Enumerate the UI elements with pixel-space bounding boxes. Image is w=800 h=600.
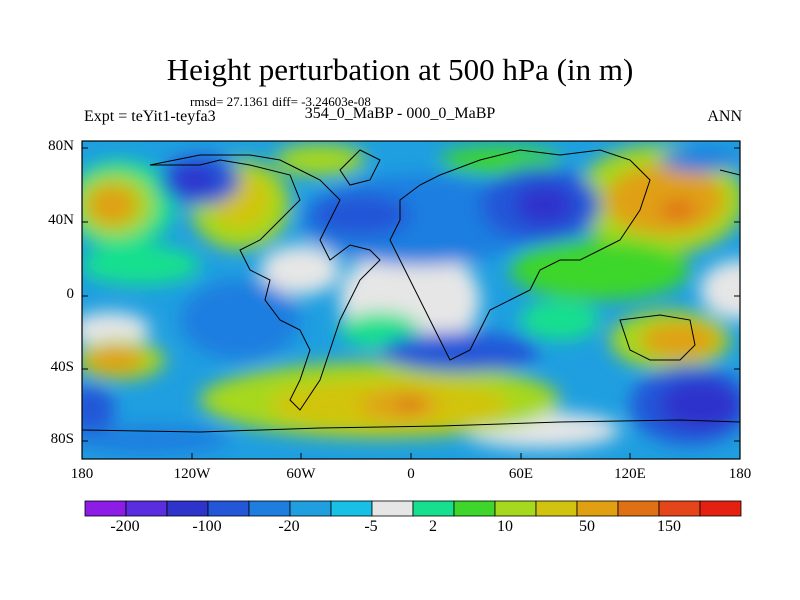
lon-label-0: 0 xyxy=(407,466,415,482)
lat-label-40n: 40N xyxy=(48,212,74,228)
lat-label-80s: 80S xyxy=(50,431,74,447)
lon-label-60w: 60W xyxy=(286,466,316,482)
colorbar-label: -200 xyxy=(110,518,140,535)
colorbar-label: -20 xyxy=(278,518,300,535)
colorbar-label: 2 xyxy=(429,518,437,535)
colorbar-swatch xyxy=(248,500,291,517)
colorbar-swatch xyxy=(617,500,660,517)
colorbar-swatch xyxy=(576,500,619,517)
axis-ticks xyxy=(81,147,741,459)
lon-label-180e: 180 xyxy=(728,466,752,482)
colorbar-swatch xyxy=(330,500,373,517)
colorbar xyxy=(84,500,742,517)
height-field xyxy=(82,141,740,459)
lon-label-60e: 60E xyxy=(508,466,534,482)
lat-label-80n: 80N xyxy=(48,138,74,154)
coastlines xyxy=(82,149,740,433)
chart-title: Height perturbation at 500 hPa (in m) xyxy=(166,52,634,87)
colorbar-label: -5 xyxy=(364,518,378,535)
lon-label-120e: 120E xyxy=(614,466,646,482)
colorbar-swatch xyxy=(535,500,578,517)
colorbar-swatch xyxy=(494,500,537,517)
period-label: 354_0_MaBP - 000_0_MaBP xyxy=(304,105,496,122)
colorbar-label: 50 xyxy=(579,518,595,535)
lat-label-0: 0 xyxy=(66,286,75,302)
colorbar-label: -100 xyxy=(192,518,222,535)
season-label: ANN xyxy=(707,108,742,125)
colorbar-swatch xyxy=(207,500,250,517)
colorbar-swatch xyxy=(453,500,496,517)
colorbar-swatch xyxy=(84,500,127,517)
experiment-label: Expt = teYit1-teyfa3 xyxy=(84,108,216,125)
colorbar-swatch xyxy=(658,500,701,517)
colorbar-swatch xyxy=(125,500,168,517)
lat-label-40s: 40S xyxy=(50,359,74,375)
colorbar-swatch xyxy=(371,500,414,517)
colorbar-swatch xyxy=(699,500,742,517)
colorbar-swatch xyxy=(166,500,209,517)
colorbar-swatch xyxy=(289,500,332,517)
lon-label-180w: 180 xyxy=(70,466,94,482)
colorbar-label: 150 xyxy=(657,518,681,535)
lon-label-120w: 120W xyxy=(173,466,211,482)
colorbar-label: 10 xyxy=(497,518,513,535)
stats-text: rmsd= 27.1361 diff= -3.24603e-08 xyxy=(190,94,371,109)
colorbar-swatch xyxy=(412,500,455,517)
